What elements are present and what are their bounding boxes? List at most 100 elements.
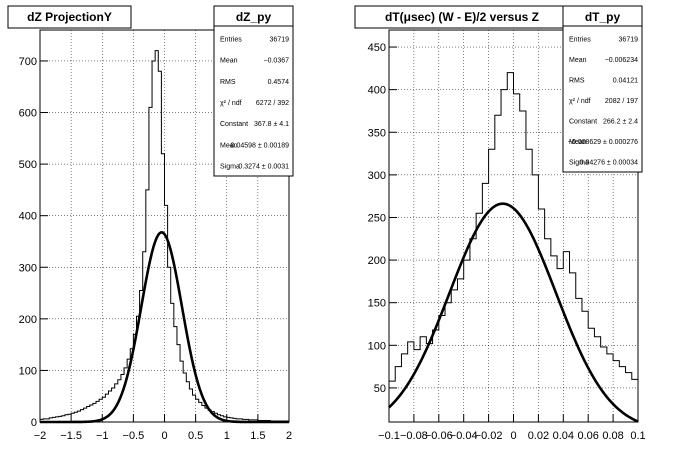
chart-1-bin [433, 330, 439, 422]
chart-0-ytick-label: 600 [19, 108, 37, 120]
left-plot-pad: −2 −1.5 −1 −0.5 0 0.5 1 1.5 2 0 100 200 300 400 500 600… [7, 5, 294, 442]
chart-0-xtick-label: 2 [286, 430, 292, 442]
chart-1-bin [426, 344, 432, 422]
chart-1-stats-value: −0.006234 [605, 57, 638, 64]
chart-1-bin [451, 290, 457, 422]
chart-0-ytick-label: 500 [19, 159, 37, 171]
chart-1-xtick-label: −0.08 [400, 430, 428, 442]
chart-0-stats-value: 0.4574 [268, 79, 290, 86]
chart-1-bin [414, 350, 420, 422]
chart-1-bin [457, 279, 463, 422]
chart-0-stats-label: χ² / ndf [220, 100, 242, 107]
chart-1-ytick-label: 400 [368, 85, 386, 97]
chart-0-stats-title: dZ_py [236, 10, 272, 24]
chart-1-bin [507, 73, 513, 422]
chart-1-xtick-label: −0.04 [450, 430, 478, 442]
chart-1-title: dT(μsec) (W - E)/2 versus Z [385, 10, 539, 24]
chart-1-stats-label: χ² / ndf [569, 98, 591, 105]
chart-1-stats-label: Mean [569, 139, 587, 146]
chart-1-stats-value: 36719 [619, 36, 639, 43]
chart-1-xtick-label: 0.08 [602, 430, 623, 442]
chart-1-stats-label: Sigma [569, 160, 589, 167]
chart-1-xtick-label: 0.02 [528, 430, 549, 442]
chart-0-title: dZ ProjectionY [27, 10, 112, 24]
chart-0-bin [90, 405, 93, 422]
chart-1-bin [632, 379, 638, 422]
chart-0-stats-value: 0.3274 ± 0.0031 [238, 163, 289, 170]
chart-0-ytick-label: 700 [19, 56, 37, 68]
chart-1-bin [495, 115, 501, 422]
chart-1-stats-value: 2082 / 197 [605, 98, 638, 105]
chart-0-gaussian-fit [40, 230, 289, 424]
chart-0-stats-value: 6272 / 392 [256, 100, 289, 107]
chart-1-bin [476, 213, 482, 422]
chart-1-bin [514, 94, 520, 422]
chart-0-ytick-label: 0 [31, 417, 37, 429]
chart-0-stats-box [213, 5, 294, 177]
chart-0-xtick-label: 0.5 [188, 430, 203, 442]
chart-1-ytick-label: 100 [368, 340, 386, 352]
chart-1-stats-label: Entries [569, 36, 591, 43]
chart-0-stats-value: 367.8 ± 4.1 [254, 121, 289, 128]
chart-1-stats-value: 266.2 ± 2.4 [603, 119, 638, 126]
chart-1-bin [520, 111, 526, 422]
chart-1-bin [445, 303, 451, 422]
chart-1-xtick-label: 0.1 [630, 430, 645, 442]
chart-1-xtick-label: −0.02 [475, 430, 503, 442]
chart-0-histogram [40, 50, 289, 422]
chart-0-stats-label: Sigma [220, 163, 240, 170]
chart-1-xtick-label: 0 [510, 430, 516, 442]
chart-1-stats-title: dT_py [585, 10, 621, 24]
chart-1-stats-value: 0.04276 ± 0.00034 [580, 160, 638, 167]
chart-1-ytick-label: 300 [368, 170, 386, 182]
chart-1-stats-label: Constant [569, 119, 597, 126]
chart-1-bin [607, 354, 613, 422]
chart-1-bin [489, 149, 495, 422]
chart-1-ytick-label: 200 [368, 255, 386, 267]
chart-1-ytick-label: 50 [374, 383, 386, 395]
chart-1-bin [613, 361, 619, 422]
chart-1-bin [601, 347, 607, 422]
chart-1-stats-value: 0.04121 [613, 77, 638, 84]
chart-1-xtick-label: −0.06 [425, 430, 453, 442]
chart-1-bin [470, 239, 476, 422]
chart-0-xtick-label: −1 [96, 430, 109, 442]
chart-1-stats-value: −0.008629 ± 0.000276 [568, 139, 638, 146]
chart-0-stats-label: Entries [220, 37, 242, 44]
chart-1-stats-label: Mean [569, 57, 587, 64]
chart-1-gaussian-fit [388, 202, 639, 423]
chart-1-histogram [389, 72, 638, 382]
chart-1-ytick-label: 450 [368, 42, 386, 54]
chart-1-bin [501, 90, 507, 422]
chart-0-bin [84, 408, 87, 422]
chart-1-stats-box [562, 5, 643, 173]
chart-0-stats-label: RMS [220, 79, 236, 86]
chart-0-ytick-label: 300 [19, 262, 37, 274]
chart-0-ytick-label: 200 [19, 314, 37, 326]
chart-0-ytick-label: 100 [19, 365, 37, 377]
chart-0-stats-label: Mean [220, 58, 238, 65]
chart-0-ytick-label: 400 [19, 211, 37, 223]
chart-1-bin [526, 149, 532, 422]
chart-0-xtick-label: 1 [224, 430, 230, 442]
chart-0-bin [96, 401, 99, 422]
chart-0-bin [93, 403, 96, 422]
right-plot-pad: −0.1 −0.08−0.06−0.04−0.02 0 0.02 0.04 0.06 0.0… [354, 5, 646, 442]
chart-0-stats-value: 36719 [270, 37, 290, 44]
chart-1-xtick-label: 0.04 [553, 430, 574, 442]
chart-1-bin [563, 252, 569, 422]
chart-0-bin [108, 391, 111, 422]
chart-0-xtick-label: −0.5 [123, 430, 145, 442]
chart-1-stats-label: RMS [569, 77, 585, 84]
chart-0-bin [87, 407, 90, 422]
chart-1-ytick-label: 350 [368, 127, 386, 139]
chart-1-bin [532, 175, 538, 422]
chart-0-stats-value: −0.04598 ± 0.00189 [227, 142, 290, 149]
chart-0-title-box [7, 5, 132, 29]
chart-1-xtick-label: −0.1 [378, 430, 400, 442]
chart-0-xtick-label: −2 [34, 430, 47, 442]
chart-1-bin [576, 298, 582, 422]
chart-0-stats-label: Constant [220, 121, 248, 128]
chart-1-bin [570, 273, 576, 422]
